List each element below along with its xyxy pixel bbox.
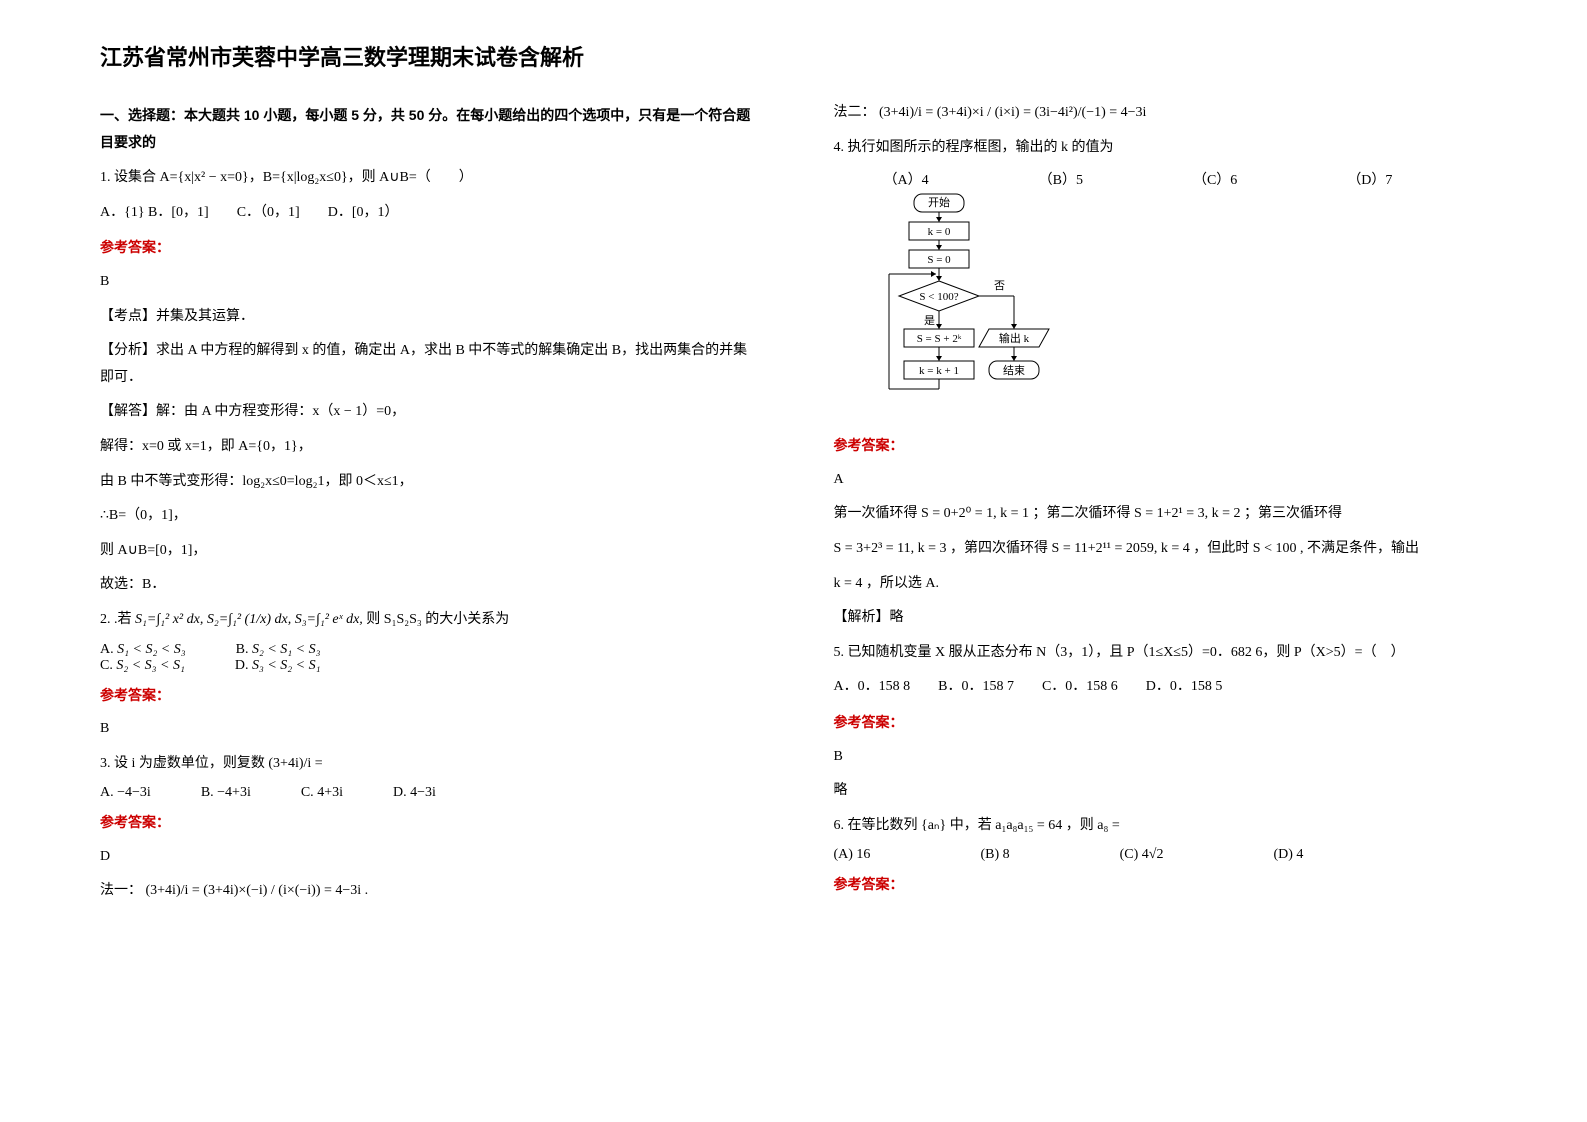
section-header: 一、选择题：本大题共 10 小题，每小题 5 分，共 50 分。在每小题给出的四… (100, 102, 754, 155)
q3-opt-d: D. 4−3i (393, 785, 436, 801)
flow-k0: k = 0 (927, 226, 950, 238)
flowchart-svg: 开始 k = 0 S = 0 S < 100? 是 否 (884, 189, 1104, 419)
q2-opt-b: B. S₂ < S₁ < S₃ (236, 642, 321, 658)
q4-answer: A (834, 467, 1488, 494)
q3-answer-label: 参考答案： (100, 809, 754, 836)
q1-step4: 则 A∪B=[0，1]， (100, 538, 754, 565)
q4-exp3: k = 4 ，所以选 A. (834, 571, 1488, 598)
q4-opt-b: （B）5 (1039, 169, 1083, 189)
q1-step3: ∴B=（0，1]， (100, 503, 754, 530)
q2-stem-post: 则 S₁S₂S₃ 的大小关系为 (366, 612, 509, 627)
q5-options: A．0．158 8 B．0．158 7 C．0．158 6 D．0．158 5 (834, 674, 1488, 701)
q1-solve-label: 【解答】解：由 A 中方程变形得：x（x − 1）=0， (100, 399, 754, 426)
q3-method1: 法一： (3+4i)/i = (3+4i)×(−i) / (i×(−i)) = … (100, 878, 754, 905)
flow-cond: S < 100? (919, 291, 958, 303)
q4-opt-d: （D）7 (1347, 169, 1392, 189)
q3-answer: D (100, 844, 754, 871)
page-title: 江苏省常州市芙蓉中学高三数学理期末试卷含解析 (100, 40, 1487, 72)
q4-stem: 4. 执行如图所示的程序框图，输出的 k 的值为 (834, 135, 1488, 162)
q2-answer-label: 参考答案： (100, 682, 754, 709)
q1-fenxi: 【分析】求出 A 中方程的解得到 x 的值，确定出 A，求出 B 中不等式的解集… (100, 338, 754, 391)
q3-method2: 法二： (3+4i)/i = (3+4i)×i / (i×i) = (3i−4i… (834, 100, 1488, 127)
q2-stem: 2. .若 S₁=∫₁² x² dx, S₂=∫₁² (1/x) dx, S₃=… (100, 607, 754, 634)
q1-answer: B (100, 269, 754, 296)
q6-opt-c: (C) 4√2 (1120, 847, 1164, 863)
flow-no: 否 (994, 280, 1005, 292)
q4-exp2: S = 3+2³ = 11, k = 3 ，第四次循环得 S = 11+2¹¹ … (834, 536, 1488, 563)
q4-exp1: 第一次循环得 S = 0+2⁰ = 1, k = 1 ；第二次循环得 S = 1… (834, 501, 1488, 528)
q6-answer-label: 参考答案： (834, 871, 1488, 898)
q6-options: (A) 16 (B) 8 (C) 4√2 (D) 4 (834, 847, 1488, 863)
q1-kaodian: 【考点】并集及其运算． (100, 304, 754, 331)
q1-answer-label: 参考答案： (100, 234, 754, 261)
q2-formula: S₁=∫₁² x² dx, S₂=∫₁² (1/x) dx, S₃=∫₁² eˣ… (135, 612, 363, 627)
q6-stem: 6. 在等比数列 {aₙ} 中，若 a₁a₈a₁₅ = 64 ，则 a₈ = (834, 813, 1488, 840)
q5-note: 略 (834, 778, 1488, 805)
q5-answer: B (834, 744, 1488, 771)
flow-out: 输出 k (998, 331, 1029, 345)
flow-end: 结束 (1003, 364, 1025, 377)
q6-opt-b: (B) 8 (980, 847, 1009, 863)
flowchart-diagram: 开始 k = 0 S = 0 S < 100? 是 否 (884, 189, 1488, 424)
q1-step5: 故选：B． (100, 572, 754, 599)
q4-opt-c: （C）6 (1193, 169, 1237, 189)
q5-answer-label: 参考答案： (834, 709, 1488, 736)
flow-yes: 是 (924, 314, 935, 327)
q6-opt-a: (A) 16 (834, 847, 871, 863)
q1-options: A．{1} B．[0，1] C．（0，1] D．[0，1） (100, 200, 754, 227)
q2-options-row2: C. S₂ < S₃ < S₁ D. S₃ < S₂ < S₁ (100, 658, 754, 674)
q2-options-row1: A. S₁ < S₂ < S₃ B. S₂ < S₁ < S₃ (100, 642, 754, 658)
q5-stem: 5. 已知随机变量 X 服从正态分布 N（3，1），且 P（1≤X≤5）=0．6… (834, 640, 1488, 667)
q3-options: A. −4−3i B. −4+3i C. 4+3i D. 4−3i (100, 785, 754, 801)
q3-stem: 3. 设 i 为虚数单位，则复数 (3+4i)/i = (100, 751, 754, 778)
q2-stem-pre: 2. .若 (100, 612, 135, 627)
q6-opt-d: (D) 4 (1273, 847, 1303, 863)
flow-ssum: S = S + 2ᵏ (916, 333, 961, 345)
q1-stem: 1. 设集合 A={x|x² − x=0}，B={x|log₂x≤0}，则 A∪… (100, 165, 754, 192)
q2-answer: B (100, 716, 754, 743)
q2-opt-a: A. S₁ < S₂ < S₃ (100, 642, 186, 658)
flow-start: 开始 (928, 195, 950, 209)
flow-kinc: k = k + 1 (919, 365, 959, 377)
q3-opt-c: C. 4+3i (301, 785, 343, 801)
q1-step2: 由 B 中不等式变形得：log₂x≤0=log₂1，即 0＜x≤1， (100, 469, 754, 496)
left-column: 一、选择题：本大题共 10 小题，每小题 5 分，共 50 分。在每小题给出的四… (100, 92, 754, 913)
q1-step1: 解得：x=0 或 x=1，即 A={0，1}， (100, 434, 754, 461)
q3-opt-b: B. −4+3i (201, 785, 251, 801)
flow-s0: S = 0 (927, 254, 951, 266)
right-column: 法二： (3+4i)/i = (3+4i)×i / (i×i) = (3i−4i… (834, 92, 1488, 913)
q2-opt-c: C. S₂ < S₃ < S₁ (100, 658, 185, 674)
q2-opt-d: D. S₃ < S₂ < S₁ (235, 658, 321, 674)
q4-jiexi: 【解析】略 (834, 605, 1488, 632)
q4-answer-label: 参考答案： (834, 432, 1488, 459)
q4-options: （A）4 （B）5 （C）6 （D）7 (884, 169, 1488, 189)
q4-opt-a: （A）4 (884, 169, 929, 189)
q3-opt-a: A. −4−3i (100, 785, 151, 801)
